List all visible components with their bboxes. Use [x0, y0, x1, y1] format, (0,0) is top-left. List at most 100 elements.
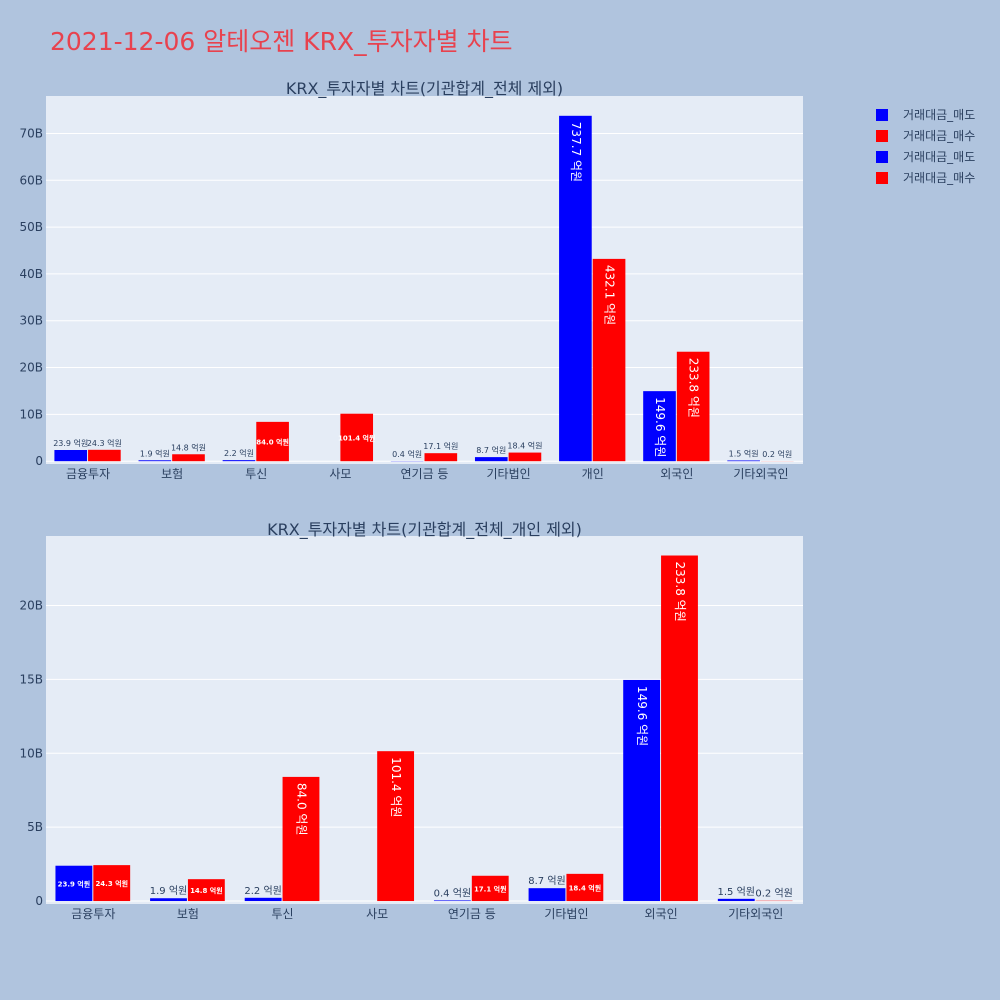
chart-title: KRX_투자자별 차트(기관합계_전체_개인 제외) — [267, 520, 582, 540]
x-tick-label: 사모 — [329, 467, 351, 481]
x-tick-label: 외국인 — [660, 467, 693, 481]
legend-entry: 거래대금_매도 — [903, 108, 975, 122]
bar-buy — [256, 421, 289, 462]
bar-buy — [172, 454, 205, 462]
bar-buy — [88, 449, 121, 462]
x-tick-label: 기타외국인 — [728, 907, 783, 921]
data-label: 0.4 억원 — [434, 887, 471, 899]
data-label: 149.6 억원 — [635, 686, 649, 746]
data-label: 1.5 억원 — [729, 448, 759, 458]
data-label: 233.8 억원 — [673, 562, 687, 622]
bar-sell — [54, 450, 88, 462]
data-label: 18.4 억원 — [569, 883, 602, 892]
bar-buy — [93, 865, 131, 902]
legend-entry: 거래대금_매수 — [903, 129, 975, 143]
data-label: 14.8 억원 — [171, 442, 206, 452]
bar-buy — [471, 875, 509, 902]
x-tick-label: 보험 — [177, 907, 199, 921]
data-label: 149.6 억원 — [653, 397, 667, 457]
legend-swatch — [876, 109, 888, 121]
data-label: 17.1 억원 — [423, 441, 458, 451]
bar-sell — [433, 900, 471, 902]
y-tick-label: 20B — [19, 361, 43, 375]
bar-sell — [474, 457, 508, 462]
data-label: 24.3 억원 — [95, 879, 128, 888]
legend-entry: 거래대금_매도 — [903, 150, 975, 164]
x-tick-label: 사모 — [366, 907, 388, 921]
x-tick-label: 개인 — [582, 467, 604, 481]
bar-buy — [508, 452, 542, 462]
y-tick-label: 10B — [19, 407, 43, 421]
legend-swatch — [876, 130, 888, 142]
data-label: 2.2 억원 — [224, 448, 254, 458]
data-label: 18.4 억원 — [507, 441, 542, 451]
data-label: 23.9 억원 — [58, 879, 91, 888]
bar-sell — [528, 888, 566, 902]
bar-sell — [55, 865, 93, 902]
bar-buy — [661, 555, 698, 902]
data-label: 737.7 억원 — [569, 122, 583, 182]
y-tick-label: 10B — [19, 746, 43, 760]
y-tick-label: 70B — [19, 126, 43, 140]
x-tick-label: 투신 — [272, 907, 294, 921]
legend-swatch — [876, 151, 888, 163]
bar-sell — [727, 460, 760, 462]
data-label: 24.3 억원 — [87, 438, 122, 448]
chart-title: KRX_투자자별 차트(기관합계_전체 제외) — [286, 79, 563, 99]
x-tick-label: 보험 — [161, 467, 183, 481]
data-label: 432.1 억원 — [603, 265, 617, 325]
bar-buy — [676, 351, 710, 462]
data-label: 14.8 억원 — [190, 886, 223, 895]
x-tick-label: 금융투자 — [71, 907, 115, 921]
data-label: 84.0 억원 — [256, 438, 289, 447]
x-tick-label: 기타외국인 — [733, 467, 788, 481]
data-label: 8.7 억원 — [528, 875, 565, 887]
data-label: 1.9 억원 — [140, 448, 170, 458]
bar-sell — [222, 460, 256, 462]
bar-buy — [424, 453, 458, 462]
bar-buy — [566, 873, 604, 902]
bar-buy — [377, 751, 415, 902]
data-label: 101.4 억원 — [338, 433, 375, 442]
bar-buy — [592, 258, 626, 462]
y-tick-label: 15B — [19, 672, 43, 686]
data-label: 101.4 억원 — [389, 757, 403, 817]
data-label: 84.0 억원 — [294, 783, 308, 836]
bar-buy — [282, 776, 320, 902]
bar-sell — [138, 460, 172, 462]
x-tick-label: 금융투자 — [66, 467, 110, 481]
x-tick-label: 투신 — [245, 467, 267, 481]
y-tick-label: 40B — [19, 267, 43, 281]
legend-swatch — [876, 172, 888, 184]
bar-buy — [187, 879, 225, 902]
data-label: 8.7 억원 — [476, 445, 506, 455]
y-tick-label: 5B — [27, 820, 43, 834]
data-label: 0.4 억원 — [392, 449, 422, 459]
bar-sell — [717, 898, 755, 902]
bar-sell — [559, 115, 592, 462]
data-label: 1.5 억원 — [718, 886, 755, 898]
x-tick-label: 기타법인 — [487, 467, 531, 481]
bar-sell — [244, 897, 282, 902]
bar-buy — [340, 413, 374, 462]
y-tick-label: 20B — [19, 598, 43, 612]
bar-sell — [643, 391, 676, 462]
y-tick-label: 50B — [19, 220, 43, 234]
data-label: 2.2 억원 — [244, 885, 281, 897]
bar-sell — [623, 679, 661, 902]
data-label: 0.2 억원 — [755, 888, 792, 900]
data-label: 1.9 억원 — [150, 885, 187, 897]
x-tick-label: 연기금 등 — [401, 467, 449, 481]
legend-entry: 거래대금_매수 — [903, 171, 975, 185]
y-tick-label: 30B — [19, 314, 43, 328]
y-tick-label: 0 — [35, 894, 43, 908]
data-label: 233.8 억원 — [687, 358, 701, 418]
bar-sell — [150, 898, 187, 902]
data-label: 23.9 억원 — [53, 438, 88, 448]
data-label: 17.1 억원 — [474, 884, 507, 893]
x-tick-label: 기타법인 — [544, 907, 588, 921]
x-tick-label: 연기금 등 — [448, 907, 496, 921]
y-tick-label: 60B — [19, 173, 43, 187]
x-tick-label: 외국인 — [645, 907, 678, 921]
